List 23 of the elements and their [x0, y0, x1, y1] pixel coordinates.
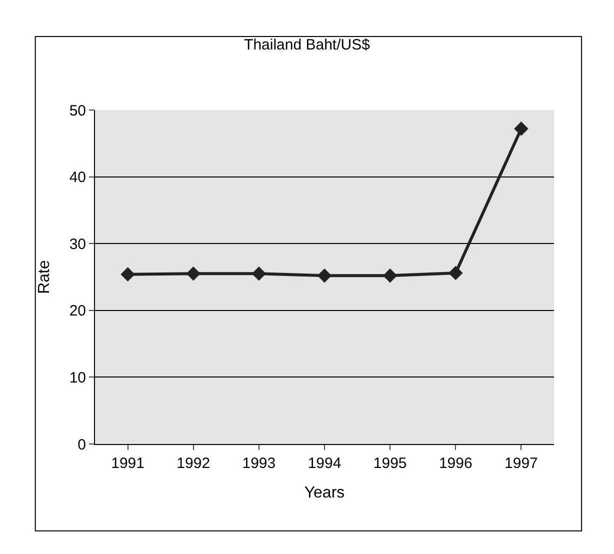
chart-title: Thailand Baht/US$: [244, 36, 371, 54]
x-axis-title: Years: [304, 484, 345, 502]
point: [317, 268, 332, 283]
x-tick-label: 1996: [438, 455, 472, 472]
y-tick-label: 40: [69, 169, 86, 186]
x-tick-label: 1992: [176, 455, 210, 472]
point: [186, 266, 201, 281]
y-tick-label: 30: [69, 236, 86, 253]
y-tick-label: 50: [69, 102, 86, 120]
x-tick-label: 1995: [373, 455, 407, 472]
point: [448, 266, 463, 280]
point: [120, 267, 135, 282]
y-tick-label: 10: [69, 369, 86, 386]
x-tick-label: 1997: [504, 455, 538, 472]
y-tick-label: 0: [78, 436, 86, 454]
y-tick-label: 20: [69, 302, 86, 320]
x-tick-label: 1993: [242, 455, 276, 472]
x-tick-label: 1991: [111, 455, 144, 472]
point: [514, 122, 528, 136]
point: [382, 268, 398, 283]
point: [252, 266, 266, 281]
y-axis-title: Rate: [36, 260, 54, 294]
x-tick-label: 1994: [308, 455, 342, 472]
